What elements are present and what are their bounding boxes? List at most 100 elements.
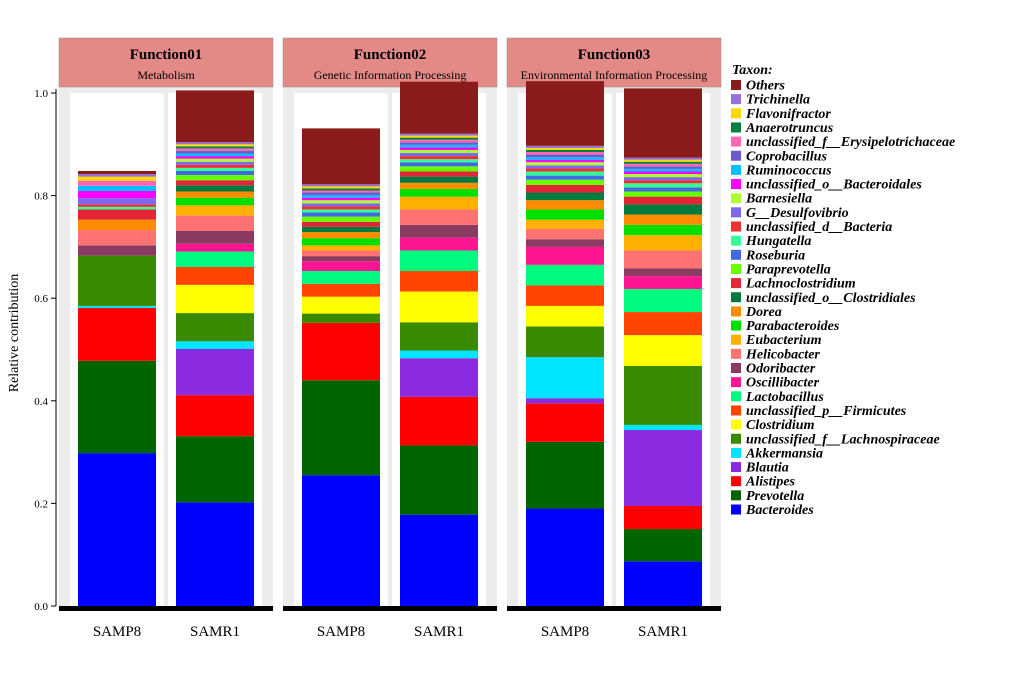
bar-segment <box>526 219 604 229</box>
bar-segment <box>624 166 702 169</box>
bar-segment <box>400 156 478 160</box>
bar-segment <box>302 192 380 196</box>
bar-segment <box>526 149 604 152</box>
bar-segment <box>624 250 702 269</box>
bar-segment <box>624 183 702 188</box>
bar-segment <box>176 185 254 192</box>
bar-segment <box>302 256 380 262</box>
bar-segment <box>526 81 604 146</box>
legend-swatch <box>731 377 741 388</box>
bar-segment <box>176 251 254 267</box>
legend-swatch <box>731 136 741 147</box>
bar-segment <box>624 335 702 366</box>
bar-segment <box>526 184 604 193</box>
legend-swatch <box>731 476 741 487</box>
bar-segment <box>78 229 156 246</box>
bar-segment <box>624 312 702 336</box>
bar-segment <box>302 296 380 314</box>
bar-segment <box>400 291 478 323</box>
legend-swatch <box>731 150 741 161</box>
panel-subtitle: Environmental Information Processing <box>521 68 708 82</box>
bar-segment <box>400 322 478 351</box>
legend-label: Eubacterium <box>745 333 822 348</box>
bar-segment <box>624 88 702 158</box>
bar-segment <box>176 167 254 171</box>
bar-segment <box>400 135 478 138</box>
legend-label: Lachnoclostridium <box>745 277 856 292</box>
bar-segment <box>302 322 380 381</box>
bar-segment <box>624 288 702 313</box>
legend-label: Oscillibacter <box>746 376 820 391</box>
legend-swatch <box>731 504 741 515</box>
bar-segment <box>400 137 478 140</box>
bar-segment <box>624 365 702 425</box>
bar-segment <box>400 166 478 172</box>
bar-segment <box>302 184 380 187</box>
legend-swatch <box>731 348 741 359</box>
bar-segment <box>624 235 702 251</box>
bar-segment <box>302 203 380 207</box>
bar-segment <box>526 239 604 247</box>
legend-label: Blautia <box>745 461 789 476</box>
bar-segment <box>624 561 702 606</box>
bar-segment <box>624 163 702 167</box>
legend-label: Paraprevotella <box>746 262 831 277</box>
legend-swatch <box>731 391 741 402</box>
bar-segment <box>302 209 380 213</box>
bar-segment <box>624 177 702 181</box>
bar-segment <box>400 250 478 272</box>
bar-segment <box>624 224 702 236</box>
legend-label: Anaerotruncus <box>745 121 834 136</box>
bar-segment <box>624 168 702 172</box>
legend-label: Lactobacillus <box>745 390 824 405</box>
legend-label: unclassified_o__Clostridiales <box>746 291 916 306</box>
bar-segment <box>526 165 604 169</box>
legend-label: Hungatella <box>745 234 811 249</box>
y-tick-label: 0.6 <box>34 293 48 305</box>
legend-label: unclassified_f__Erysipelotrichaceae <box>746 135 955 150</box>
bar-segment <box>176 144 254 147</box>
bar-segment <box>176 142 254 145</box>
bar-segment <box>78 360 156 454</box>
bar-segment <box>526 403 604 442</box>
legend-swatch <box>731 80 741 90</box>
legend-swatch <box>731 334 741 345</box>
bar-segment <box>176 164 254 168</box>
bar-segment <box>526 200 604 210</box>
bar-segment <box>400 445 478 515</box>
bar-segment <box>302 232 380 239</box>
legend-swatch <box>731 94 741 105</box>
panel-title: Function02 <box>354 47 427 63</box>
x-tick-label: SAMP8 <box>317 624 365 640</box>
bar-segment <box>400 133 478 136</box>
bar-segment <box>176 90 254 143</box>
bar-segment <box>526 398 604 404</box>
panel-header <box>282 37 498 88</box>
legend-swatch <box>731 249 741 260</box>
bar-segment <box>78 305 156 308</box>
bar-segment <box>400 209 478 225</box>
legend-swatch <box>731 193 741 204</box>
y-tick-label: 0.0 <box>34 601 48 613</box>
bar-segment <box>302 250 380 257</box>
bar-segment <box>302 216 380 222</box>
bar-segment <box>176 191 254 198</box>
legend-swatch <box>731 235 741 246</box>
bar-segment <box>624 191 702 197</box>
bar-segment <box>400 188 478 197</box>
legend-label: unclassified_p__Firmicutes <box>746 404 907 419</box>
bar-segment <box>526 441 604 509</box>
legend-swatch <box>731 221 741 232</box>
bar-segment <box>176 348 254 396</box>
bar-segment <box>526 159 604 163</box>
legend-swatch <box>731 207 741 218</box>
bar-segment <box>400 162 478 167</box>
legend-label: Roseburia <box>745 248 805 263</box>
panel-header <box>506 37 722 88</box>
bar-segment <box>400 396 478 446</box>
bar-segment <box>400 176 478 183</box>
bar-segment <box>176 313 254 342</box>
bar-segment <box>624 529 702 562</box>
bar-segment <box>302 226 380 233</box>
legend-swatch <box>731 122 741 133</box>
